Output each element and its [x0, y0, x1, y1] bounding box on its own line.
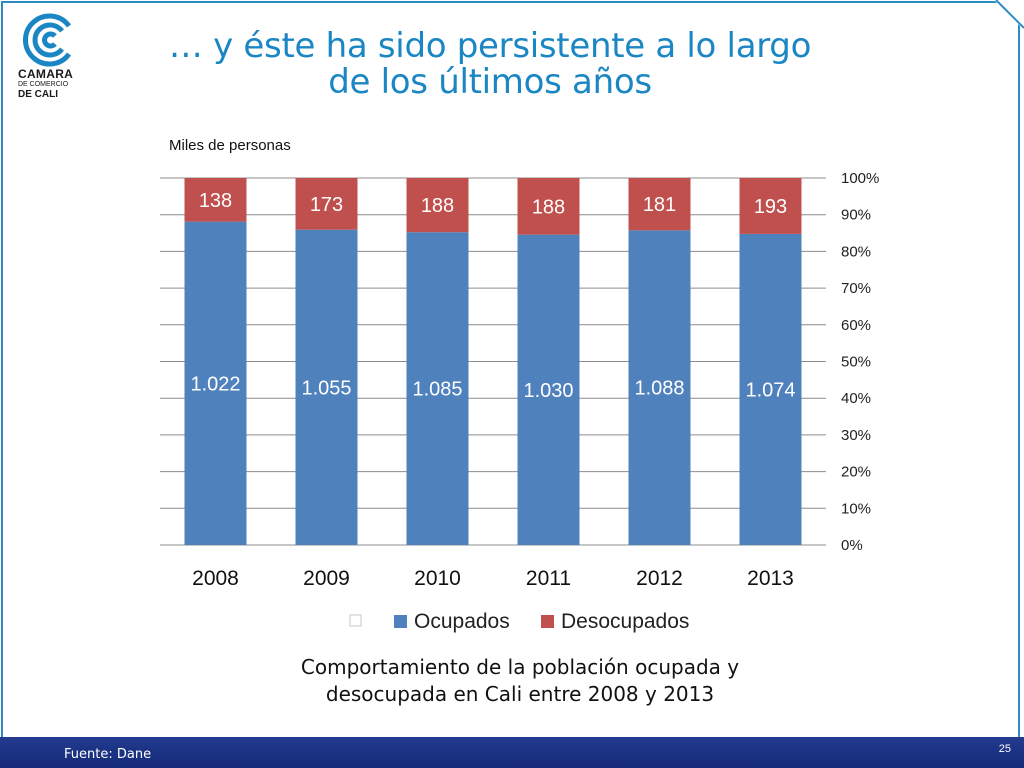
data-label-desocupados: 193: [754, 196, 787, 218]
data-label-ocupados: 1.088: [634, 378, 684, 400]
chart-caption-line-1: Comportamiento de la población ocupada y: [300, 655, 740, 679]
y-tick-label: 70%: [841, 280, 871, 297]
bar-ocupados: [628, 230, 691, 545]
slide-title-line-1: … y éste ha sido persistente a lo largo: [168, 26, 812, 66]
logo-line-3: DE CALI: [18, 89, 58, 100]
legend-swatch-desocupados: [541, 615, 554, 628]
y-tick-label: 40%: [841, 390, 871, 407]
bar-desocupados: [184, 178, 247, 222]
bar-desocupados: [628, 178, 691, 231]
bar-ocupados: [517, 234, 580, 545]
chart-caption: Comportamiento de la población ocupada y…: [200, 654, 840, 708]
data-label-desocupados: 181: [643, 194, 676, 216]
x-tick-label: 2013: [747, 567, 794, 590]
bar-desocupados: [406, 178, 469, 233]
data-label-desocupados: 188: [532, 196, 565, 218]
legend-label-ocupados: Ocupados: [414, 610, 510, 633]
x-tick-label: 2010: [414, 567, 461, 590]
data-label-ocupados: 1.055: [301, 377, 351, 399]
stacked-bar-chart: 0% 10% 20% 30% 40% 50% 60% 70% 80% 90% 100% 1.022 13…: [160, 170, 879, 633]
y-tick-label: 100%: [841, 170, 879, 187]
footer-bar: [0, 737, 1024, 768]
x-tick-label: 2009: [303, 567, 350, 590]
legend-label-desocupados: Desocupados: [561, 610, 689, 633]
slide-title: … y éste ha sido persistente a lo largo …: [130, 28, 850, 100]
unit-label: Miles de personas: [169, 137, 291, 154]
logo-line-1: CAMARA: [18, 67, 74, 81]
x-tick-label: 2012: [636, 567, 683, 590]
bar-ocupados: [184, 221, 247, 545]
data-label-desocupados: 173: [310, 194, 343, 216]
bar-desocupados: [739, 178, 802, 234]
page-corner-fold: [994, 0, 1024, 30]
y-tick-label: 50%: [841, 354, 871, 371]
data-label-desocupados: 188: [421, 195, 454, 217]
y-tick-label: 20%: [841, 464, 871, 481]
logo-line-2: DE COMERCIO: [18, 81, 69, 88]
y-tick-label: 0%: [841, 537, 863, 554]
y-tick-label: 10%: [841, 500, 871, 517]
concentric-c-logo-icon: [23, 13, 72, 67]
slide-title-line-2: de los últimos años: [328, 62, 652, 102]
page-number: 25: [998, 743, 1011, 755]
x-tick-label: 2008: [192, 567, 239, 590]
legend-swatch-blank: [349, 614, 362, 627]
chart-caption-line-2: desocupada en Cali entre 2008 y 2013: [325, 682, 715, 706]
bar-desocupados: [517, 178, 580, 235]
x-tick-label: 2011: [526, 567, 571, 590]
y-tick-label: 30%: [841, 427, 871, 444]
bar-desocupados: [295, 178, 358, 230]
data-label-ocupados: 1.074: [745, 379, 795, 401]
bar-ocupados: [739, 233, 802, 546]
y-tick-label: 60%: [841, 317, 871, 334]
data-label-ocupados: 1.085: [412, 379, 462, 401]
source-note: Fuente: Dane: [64, 747, 152, 762]
slide-frame: [1, 1, 1020, 737]
legend-swatch-ocupados: [394, 615, 407, 628]
data-label-ocupados: 1.030: [523, 380, 573, 402]
camara-comercio-logo: CAMARA DE COMERCIO DE CALI: [18, 12, 88, 101]
data-label-desocupados: 138: [199, 190, 232, 212]
y-tick-label: 80%: [841, 243, 871, 260]
bar-ocupados: [295, 229, 358, 546]
data-label-ocupados: 1.022: [190, 373, 240, 395]
y-tick-label: 90%: [841, 207, 871, 224]
bar-ocupados: [406, 232, 469, 545]
